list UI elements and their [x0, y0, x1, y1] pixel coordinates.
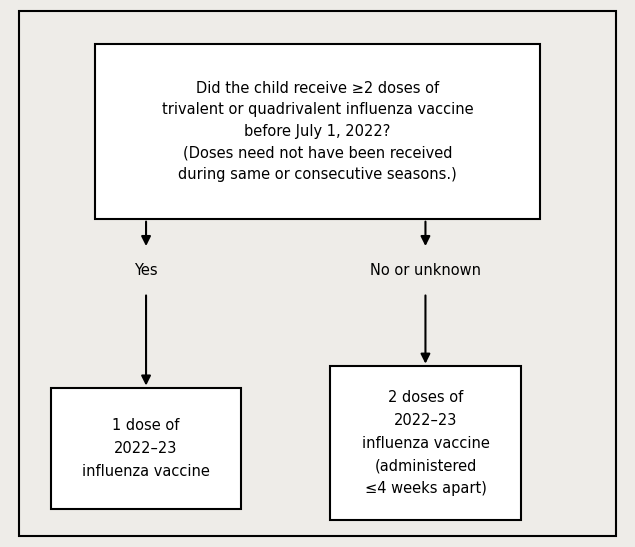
Bar	[95, 44, 540, 219]
Bar	[330, 366, 521, 520]
Text: Yes: Yes	[134, 263, 158, 278]
Text: No or unknown: No or unknown	[370, 263, 481, 278]
Text: 1 dose of
2022–23
influenza vaccine: 1 dose of 2022–23 influenza vaccine	[82, 418, 210, 479]
Text: 2 doses of
2022–23
influenza vaccine
(administered
≤4 weeks apart): 2 doses of 2022–23 influenza vaccine (ad…	[361, 390, 490, 496]
Bar	[51, 388, 241, 509]
Text: Did the child receive ≥2 doses of
trivalent or quadrivalent influenza vaccine
be: Did the child receive ≥2 doses of trival…	[162, 80, 473, 182]
